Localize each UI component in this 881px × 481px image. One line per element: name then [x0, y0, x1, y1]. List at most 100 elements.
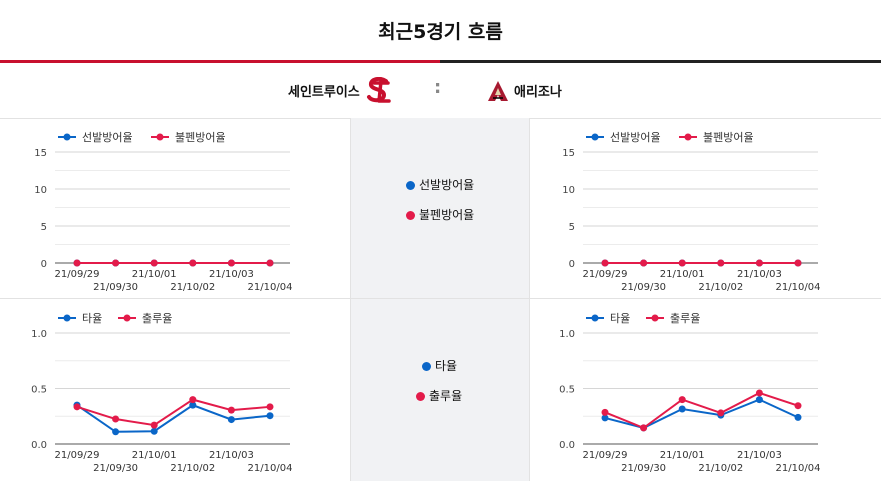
data-point[interactable] — [678, 259, 686, 267]
x-tick-label: 21/09/30 — [621, 463, 666, 474]
legend-item-1: 타율 — [586, 312, 630, 325]
legend-label: 출루율 — [142, 312, 172, 325]
center-legend-item-obp: 출루율 — [416, 387, 462, 404]
x-tick-label: 21/10/02 — [170, 463, 215, 474]
legend-label: 타율 — [82, 312, 102, 325]
diamondbacks-a-logo-icon — [488, 81, 508, 101]
center-legend-item-batting-avg: 타율 — [422, 357, 457, 374]
page-title: 최근5경기 흐름 — [378, 21, 503, 43]
data-point[interactable] — [112, 415, 120, 423]
y-tick-label: 15 — [34, 148, 47, 159]
x-tick-label: 21/10/03 — [209, 269, 254, 280]
data-point[interactable] — [266, 259, 274, 267]
home-accent-bar — [0, 60, 440, 63]
data-point[interactable] — [640, 424, 648, 432]
legend-label: 타율 — [610, 312, 630, 325]
data-point[interactable] — [755, 389, 763, 397]
x-tick-label: 21/09/30 — [93, 282, 138, 293]
series-line-2 — [604, 391, 799, 430]
x-tick-label: 21/10/02 — [698, 463, 743, 474]
data-point[interactable] — [717, 409, 725, 417]
data-point[interactable] — [266, 412, 274, 420]
legend-item-2: 불펜방어율 — [151, 131, 226, 144]
x-tick-label: 21/10/01 — [660, 269, 705, 280]
legend-label: 불펜방어율 — [703, 131, 754, 144]
y-tick-label: 0 — [41, 259, 47, 270]
data-point[interactable] — [266, 403, 274, 411]
x-tick-label: 21/10/02 — [698, 282, 743, 293]
data-point[interactable] — [73, 403, 81, 411]
blue-dot-icon — [406, 181, 415, 190]
y-tick-label: 10 — [34, 185, 47, 196]
data-point[interactable] — [794, 402, 802, 410]
y-tick-label: 5 — [41, 222, 47, 233]
y-tick-label: 0.5 — [31, 385, 47, 396]
cardinals-stl-logo-icon — [367, 77, 391, 103]
x-tick-label: 21/10/03 — [209, 450, 254, 461]
team-matchup-header: 세인트루이스 : 애리조나 — [0, 63, 881, 119]
x-tick-label: 21/10/03 — [737, 269, 782, 280]
data-point[interactable] — [601, 408, 609, 416]
data-point[interactable] — [150, 259, 158, 267]
data-point[interactable] — [112, 428, 120, 436]
x-tick-label: 21/10/01 — [132, 450, 177, 461]
x-tick-label: 21/10/03 — [737, 450, 782, 461]
x-tick-label: 21/10/01 — [660, 450, 705, 461]
data-point[interactable] — [150, 427, 158, 435]
x-tick-label: 21/09/29 — [583, 450, 628, 461]
x-tick-label: 21/09/29 — [583, 269, 628, 280]
data-point[interactable] — [227, 259, 235, 267]
red-dot-icon — [416, 392, 425, 401]
data-point[interactable] — [717, 259, 725, 267]
data-point[interactable] — [189, 396, 197, 404]
data-point[interactable] — [227, 406, 235, 414]
data-point[interactable] — [112, 259, 120, 267]
data-point[interactable] — [150, 421, 158, 429]
data-point[interactable] — [755, 259, 763, 267]
legend-item-2: 출루율 — [646, 312, 700, 325]
data-point[interactable] — [678, 405, 686, 413]
data-point[interactable] — [227, 416, 235, 424]
data-point[interactable] — [794, 259, 802, 267]
red-dot-icon — [406, 211, 415, 220]
legend-label: 불펜방어율 — [175, 131, 226, 144]
x-tick-label: 21/09/29 — [55, 450, 100, 461]
data-point[interactable] — [189, 401, 197, 409]
data-point[interactable] — [678, 396, 686, 404]
data-point[interactable] — [794, 413, 802, 421]
data-point[interactable] — [189, 259, 197, 267]
x-tick-label: 21/10/04 — [248, 282, 293, 293]
legend-item-1: 타율 — [58, 312, 102, 325]
legend-label: 선발방어율 — [82, 131, 133, 144]
center-legend-item-bullpen-era: 불펜방어율 — [406, 206, 474, 223]
data-point[interactable] — [755, 396, 763, 404]
y-tick-label: 0.5 — [559, 385, 575, 396]
y-tick-label: 10 — [562, 185, 575, 196]
row-divider — [0, 298, 881, 299]
center-legend-column — [350, 118, 530, 481]
data-point[interactable] — [601, 259, 609, 267]
team-separator: : — [434, 77, 442, 98]
center-legend-item-starter-era: 선발방어율 — [406, 176, 474, 193]
series-line-2 — [76, 398, 271, 427]
x-tick-label: 21/10/02 — [170, 282, 215, 293]
y-tick-label: 0.0 — [559, 440, 575, 451]
data-point[interactable] — [601, 414, 609, 422]
y-tick-label: 0 — [569, 259, 575, 270]
y-tick-label: 1.0 — [559, 329, 575, 340]
data-point[interactable] — [640, 259, 648, 267]
y-tick-label: 15 — [562, 148, 575, 159]
legend-item-2: 불펜방어율 — [679, 131, 754, 144]
legend-label: 출루율 — [670, 312, 700, 325]
y-tick-label: 5 — [569, 222, 575, 233]
y-tick-label: 1.0 — [31, 329, 47, 340]
legend-item-2: 출루율 — [118, 312, 172, 325]
away-batting-chart: 타율 출루율 0.0 0.5 1.0 21/09/29 21/09/30 21/10/01 21… — [559, 312, 820, 474]
home-team-name: 세인트루이스 — [288, 85, 360, 100]
y-tick-label: 0.0 — [31, 440, 47, 451]
home-batting-chart: 타율 출루율 0.0 0.5 1.0 21/09/29 21/09/30 21/10/01 21… — [31, 312, 292, 474]
data-point[interactable] — [73, 259, 81, 267]
x-tick-label: 21/10/04 — [776, 282, 821, 293]
blue-dot-icon — [422, 362, 431, 371]
away-era-chart: 선발방어율 불펜방어율 0 5 10 15 21/09/29 21/09/30 21/10/01… — [562, 131, 821, 293]
